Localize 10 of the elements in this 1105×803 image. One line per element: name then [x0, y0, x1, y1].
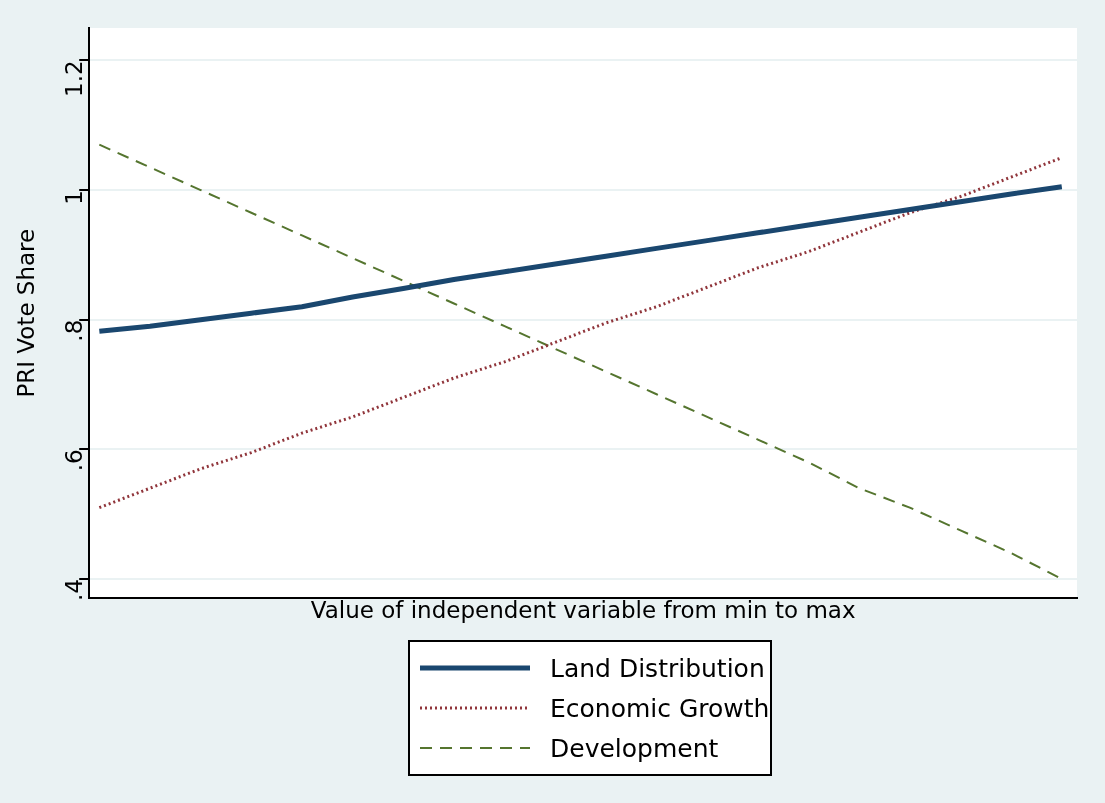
- y-axis-title: PRI Vote Share: [12, 228, 39, 398]
- y-tick-label: 1.2: [61, 60, 88, 97]
- y-tick-label: .4: [61, 578, 88, 601]
- y-tick-label: .6: [61, 449, 88, 472]
- legend-label: Economic Growth: [550, 693, 770, 723]
- y-tick-label: .8: [61, 319, 88, 342]
- legend-label: Development: [550, 733, 719, 763]
- x-axis-title: Value of independent variable from min to max: [310, 597, 856, 624]
- legend-label: Land Distribution: [550, 653, 765, 683]
- y-tick-label: 1: [61, 190, 88, 205]
